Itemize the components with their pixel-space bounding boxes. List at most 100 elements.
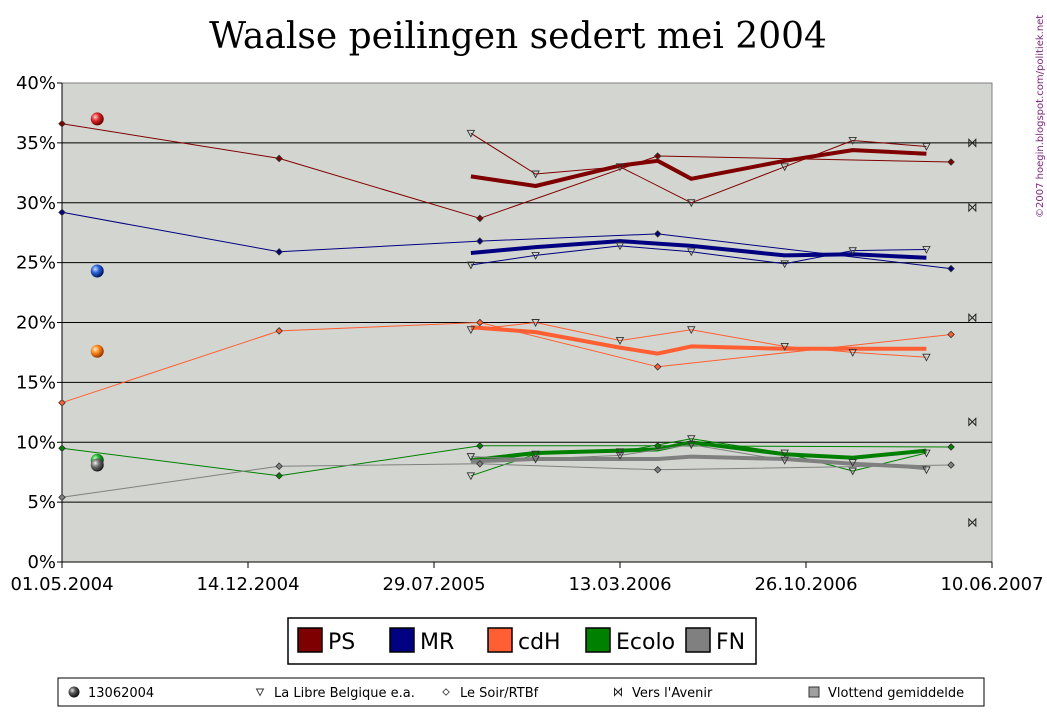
fn-le-soir-point bbox=[275, 462, 283, 470]
mr-election-point bbox=[90, 264, 104, 278]
mr-la-libre-point bbox=[922, 246, 931, 254]
ps-le-soir-point bbox=[476, 214, 484, 223]
legend-label-ecolo: Ecolo bbox=[616, 630, 675, 655]
ecolo-la-libre-point bbox=[922, 449, 931, 458]
y-axis: 0% 5% 10% 15% 20% 25% 30% 35% 40% bbox=[16, 73, 63, 573]
fn-le-soir-point bbox=[476, 460, 484, 468]
grid-lines bbox=[62, 142, 992, 503]
cdh-la-libre-point bbox=[531, 319, 540, 327]
cdh-le-soir-point bbox=[947, 330, 955, 339]
x-tick-label: 10.06.2007 bbox=[940, 574, 1043, 595]
cdh-le-soir-point bbox=[275, 327, 283, 335]
ecolo-le-soir-point bbox=[275, 472, 283, 480]
fn-le-soir-point bbox=[947, 461, 955, 469]
fn-la-libre-point bbox=[780, 456, 789, 465]
cdh-moving-average-line bbox=[470, 325, 927, 356]
legend-swatch-mr bbox=[389, 627, 415, 653]
credit-text: ©2007 hoegin.blogspot.com/politiek.net bbox=[1035, 15, 1046, 218]
legend-symbol-le_soir bbox=[442, 688, 450, 696]
legend-symbol-election_13062004 bbox=[68, 686, 80, 698]
x-tick-label: 14.12.2004 bbox=[196, 574, 299, 595]
legend-label-cdh: cdH bbox=[518, 630, 561, 655]
ps-la-libre-point bbox=[687, 199, 696, 208]
fn-la-libre-point bbox=[531, 455, 540, 464]
series-layer bbox=[58, 112, 977, 528]
cdh-la-libre-point bbox=[922, 353, 931, 362]
legend-swatch-ps bbox=[297, 627, 323, 653]
x-axis: 01.05.2004 14.12.2004 29.07.2005 13.03.2006… bbox=[10, 561, 1044, 595]
ecolo-la-libre-point bbox=[531, 450, 540, 459]
ecolo-la-libre-point bbox=[848, 467, 857, 476]
ecolo-moving-average-line bbox=[470, 440, 927, 463]
cdh-vers-avenir-point bbox=[968, 313, 977, 323]
legend-symbol-moving_average bbox=[808, 686, 820, 698]
cdh-la-libre-point bbox=[687, 326, 696, 335]
x-tick-label: 13.03.2006 bbox=[568, 574, 671, 595]
cdh-election-point bbox=[90, 344, 104, 358]
ps-la-libre-point bbox=[615, 163, 625, 172]
party-legend: PS MR cdH Ecolo FN bbox=[287, 617, 757, 665]
y-tick-label: 5% bbox=[27, 492, 56, 513]
ps-la-libre-point bbox=[531, 170, 540, 179]
fn-le-soir-point bbox=[58, 493, 66, 502]
ps-le-soir-point bbox=[947, 158, 955, 166]
fn-le-soir-point bbox=[653, 466, 662, 474]
ecolo-le-soir-point bbox=[947, 443, 955, 451]
x-tick-label: 01.05.2004 bbox=[10, 574, 113, 595]
y-tick-label: 40% bbox=[16, 73, 56, 94]
ecolo-vers-avenir-point bbox=[968, 417, 977, 427]
ps-le-soir-point bbox=[58, 119, 66, 128]
ps-la-libre-line bbox=[470, 132, 927, 204]
ecolo-la-libre-point bbox=[466, 472, 476, 481]
source-legend: 13062004 La Libre Belgique e.a. Le Soir/RT… bbox=[57, 677, 985, 707]
legend-label-election_13062004: 13062004 bbox=[88, 686, 154, 701]
fn-la-libre-point bbox=[466, 453, 476, 462]
fn-la-libre-point bbox=[615, 451, 625, 460]
y-tick-label: 20% bbox=[16, 313, 56, 334]
ps-la-libre-point bbox=[848, 137, 857, 145]
legend-symbol-la_libre bbox=[255, 688, 265, 697]
legend-label-moving_average: Vlottend gemiddelde bbox=[828, 686, 964, 701]
mr-le-soir-point bbox=[947, 264, 955, 273]
cdh-la-libre-point bbox=[466, 326, 476, 335]
fn-moving-average-line bbox=[470, 454, 927, 470]
legend-swatch-cdh bbox=[487, 627, 513, 653]
cdh-le-soir-point bbox=[653, 363, 662, 371]
y-tick-label: 35% bbox=[16, 133, 56, 154]
mr-la-libre-line bbox=[470, 245, 927, 266]
y-tick-label: 0% bbox=[27, 552, 56, 573]
mr-le-soir-point bbox=[653, 230, 662, 238]
fn-la-libre-point bbox=[848, 459, 857, 468]
chart-title: Waalse peilingen sedert mei 2004 bbox=[209, 16, 827, 57]
mr-la-libre-point bbox=[687, 248, 696, 257]
mr-la-libre-point bbox=[615, 242, 625, 251]
y-tick-label: 25% bbox=[16, 253, 56, 274]
mr-le-soir-point bbox=[476, 237, 484, 245]
cdh-la-libre-point bbox=[615, 337, 625, 345]
y-tick-label: 30% bbox=[16, 193, 56, 214]
legend-label-ps: PS bbox=[328, 630, 355, 655]
legend-label-vers_avenir: Vers l'Avenir bbox=[632, 686, 713, 701]
cdh-la-libre-line bbox=[470, 322, 927, 358]
source-legend-box bbox=[57, 677, 985, 707]
ps-la-libre-point bbox=[922, 143, 931, 151]
ecolo-la-libre-point bbox=[687, 435, 696, 444]
mr-la-libre-point bbox=[848, 247, 857, 256]
y-tick-label: 10% bbox=[16, 432, 56, 453]
ecolo-le-soir-point bbox=[476, 442, 484, 450]
cdh-la-libre-point bbox=[848, 348, 857, 357]
legend-label-le_soir: Le Soir/RTBf bbox=[460, 686, 539, 701]
x-tick-label: 26.10.2006 bbox=[754, 574, 857, 595]
ps-vers-avenir-point bbox=[968, 138, 977, 148]
legend-swatch-ecolo bbox=[585, 627, 611, 653]
ps-la-libre-point bbox=[466, 129, 476, 138]
x-tick-label: 29.07.2005 bbox=[382, 574, 485, 595]
legend-symbol-vers_avenir bbox=[614, 687, 622, 697]
legend-swatch-fn bbox=[685, 627, 711, 653]
party-legend-box bbox=[287, 617, 757, 665]
mr-le-soir-point bbox=[275, 248, 283, 256]
legend-label-la_libre: La Libre Belgique e.a. bbox=[274, 686, 415, 701]
fn-vers-avenir-point bbox=[968, 517, 977, 528]
ecolo-le-soir-point bbox=[58, 444, 66, 453]
